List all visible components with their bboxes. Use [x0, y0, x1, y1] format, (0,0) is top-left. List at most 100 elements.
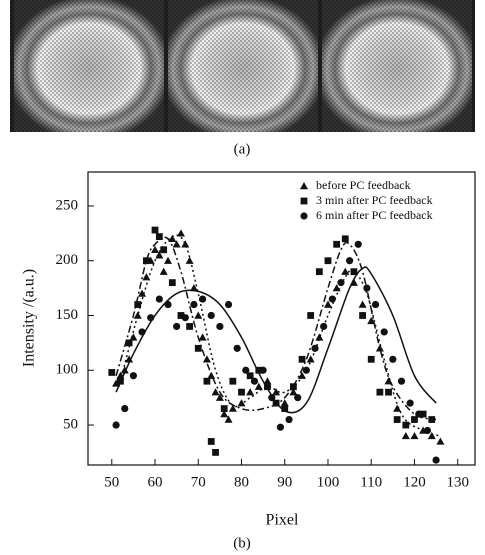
- marker-triangle: [116, 371, 125, 379]
- panel-label: (a): [234, 141, 251, 157]
- marker-circle: [164, 300, 172, 309]
- marker-square: [142, 257, 150, 265]
- marker-square: [220, 405, 228, 412]
- marker-triangle: [176, 229, 185, 237]
- marker-circle: [155, 295, 163, 303]
- marker-circle: [233, 344, 241, 352]
- marker-triangle: [349, 278, 358, 286]
- marker-circle: [173, 322, 181, 331]
- marker-circle: [250, 377, 259, 385]
- marker-triangle: [138, 289, 147, 297]
- y-tick-label: 100: [56, 362, 79, 378]
- marker-square: [367, 355, 375, 363]
- marker-square: [315, 268, 323, 276]
- y-tick-label: 200: [56, 252, 79, 268]
- marker-circle: [432, 456, 440, 464]
- marker-triangle: [263, 377, 272, 385]
- marker-circle: [276, 423, 285, 431]
- marker-triangle: [384, 377, 393, 385]
- marker-square: [212, 449, 219, 456]
- marker-circle: [259, 366, 267, 374]
- x-tick-label: 120: [403, 474, 426, 490]
- marker-triangle: [172, 240, 181, 248]
- marker-circle: [147, 314, 155, 322]
- marker-circle: [216, 322, 224, 331]
- marker-triangle: [211, 388, 220, 396]
- marker-square: [411, 416, 418, 423]
- marker-square: [117, 377, 124, 385]
- marker-triangle: [181, 240, 190, 248]
- marker-square: [324, 257, 332, 265]
- marker-square: [428, 416, 436, 423]
- marker-square: [229, 377, 237, 385]
- marker-triangle: [142, 273, 151, 281]
- marker-square: [272, 399, 280, 407]
- marker-triangle: [159, 267, 168, 275]
- marker-circle: [406, 399, 414, 407]
- marker-circle: [190, 300, 198, 309]
- marker-circle: [121, 404, 129, 413]
- marker-triangle: [151, 245, 160, 253]
- marker-square: [307, 312, 315, 319]
- fit-curve: [119, 234, 441, 437]
- marker-square: [376, 388, 384, 396]
- y-tick-label: 250: [56, 197, 79, 213]
- marker-triangle: [289, 388, 298, 396]
- marker-triangle: [358, 300, 367, 308]
- marker-square: [255, 366, 263, 374]
- marker-square: [333, 240, 341, 248]
- marker-triangle: [207, 371, 216, 379]
- marker-square: [168, 279, 176, 287]
- marker-triangle: [129, 333, 138, 341]
- marker-triangle: [332, 284, 341, 292]
- marker-circle: [337, 279, 345, 287]
- marker-triangle: [246, 388, 255, 396]
- marker-square: [160, 246, 168, 254]
- marker-triangle: [120, 366, 129, 374]
- legend-label: before PC feedback: [316, 178, 411, 192]
- marker-circle: [198, 295, 207, 303]
- marker-square: [402, 421, 410, 429]
- marker-triangle: [272, 388, 281, 396]
- marker-square: [385, 388, 392, 396]
- marker-triangle: [220, 410, 229, 418]
- y-axis-label: Intensity /(a.u.): [21, 269, 38, 367]
- marker-triangle: [367, 316, 376, 325]
- marker-circle: [354, 240, 362, 248]
- marker-circle: [320, 322, 328, 331]
- marker-square: [186, 323, 194, 330]
- marker-square: [125, 339, 133, 347]
- marker-square: [289, 383, 297, 391]
- marker-triangle: [163, 256, 172, 264]
- marker-square: [203, 377, 211, 385]
- marker-triangle: [215, 393, 224, 401]
- marker-square: [350, 268, 358, 276]
- marker-triangle: [189, 284, 198, 292]
- marker-triangle: [306, 355, 315, 363]
- marker-circle: [268, 394, 276, 402]
- marker-circle: [302, 366, 310, 374]
- marker-square: [393, 416, 401, 423]
- marker-triangle: [401, 431, 410, 440]
- marker-triangle: [315, 333, 324, 341]
- marker-triangle: [237, 399, 246, 407]
- y-tick-label: 50: [63, 416, 78, 432]
- marker-triangle: [133, 311, 142, 319]
- marker-square: [359, 312, 366, 319]
- marker-triangle: [202, 355, 211, 363]
- marker-square: [155, 233, 163, 241]
- x-tick-label: 70: [191, 474, 206, 490]
- marker-square: [419, 410, 427, 418]
- marker-square: [341, 235, 349, 243]
- marker-circle: [389, 355, 397, 363]
- x-axis-label: Pixel: [266, 512, 299, 529]
- marker-circle: [242, 366, 250, 374]
- marker-triangle: [228, 404, 237, 412]
- marker-square: [108, 369, 116, 376]
- marker-square: [134, 301, 142, 308]
- marker-circle: [138, 328, 146, 336]
- marker-triangle: [375, 344, 384, 352]
- marker-square: [151, 226, 159, 234]
- marker-circle: [224, 300, 233, 309]
